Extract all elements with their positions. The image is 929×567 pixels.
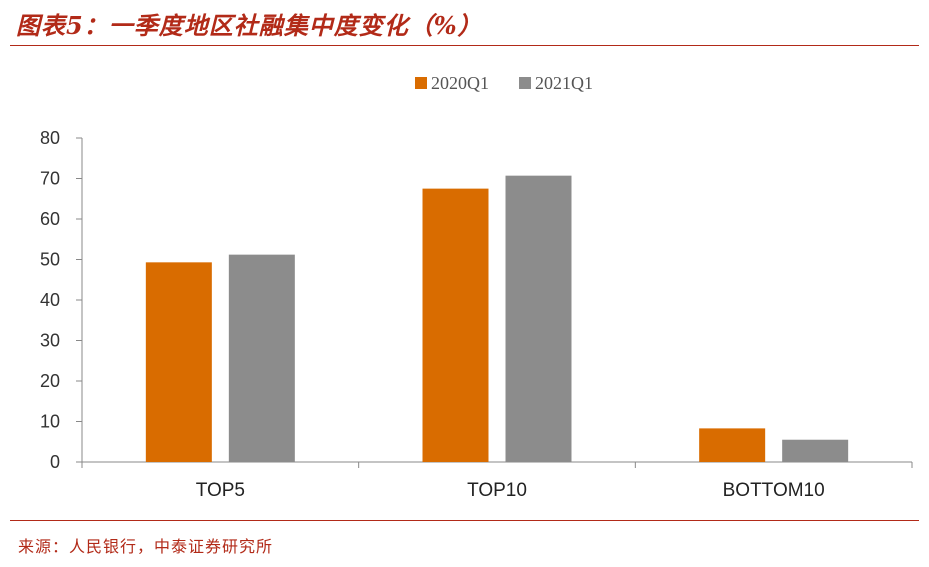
y-tick-label: 0 — [50, 452, 60, 472]
footer-divider — [10, 520, 919, 521]
title-divider — [10, 45, 919, 46]
category-label: TOP5 — [196, 480, 245, 501]
legend-label: 2020Q1 — [431, 73, 489, 93]
bar-2021Q1-BOTTOM10 — [782, 439, 849, 462]
y-tick-label: 60 — [40, 209, 60, 229]
y-tick-label: 50 — [40, 250, 60, 270]
bar-2021Q1-TOP10 — [505, 175, 572, 463]
bar-2020Q1-BOTTOM10 — [699, 428, 766, 462]
source-note: 来源：人民银行，中泰证券研究所 — [18, 537, 274, 556]
bar-chart: 0 10 20 30 40 50 60 70 80 TOP5 TOP10 BOTTOM10 2020Q1… — [40, 73, 913, 501]
y-tick-label: 30 — [40, 331, 60, 351]
chart-title: 图表5：一季度地区社融集中度变化（%） — [16, 11, 483, 40]
bar-2020Q1-TOP10 — [422, 188, 489, 462]
legend-swatch — [519, 77, 531, 89]
category-label: TOP10 — [467, 480, 527, 501]
y-tick-label: 70 — [40, 169, 60, 189]
category-label: BOTTOM10 — [723, 480, 825, 501]
y-tick-label: 40 — [40, 290, 60, 310]
y-tick-label: 20 — [40, 371, 60, 391]
bar-2021Q1-TOP5 — [228, 254, 295, 462]
legend-label: 2021Q1 — [535, 73, 593, 93]
legend-swatch — [415, 77, 427, 89]
y-tick-label: 10 — [40, 412, 60, 432]
y-tick-label: 80 — [40, 128, 60, 148]
bar-2020Q1-TOP5 — [145, 262, 212, 462]
